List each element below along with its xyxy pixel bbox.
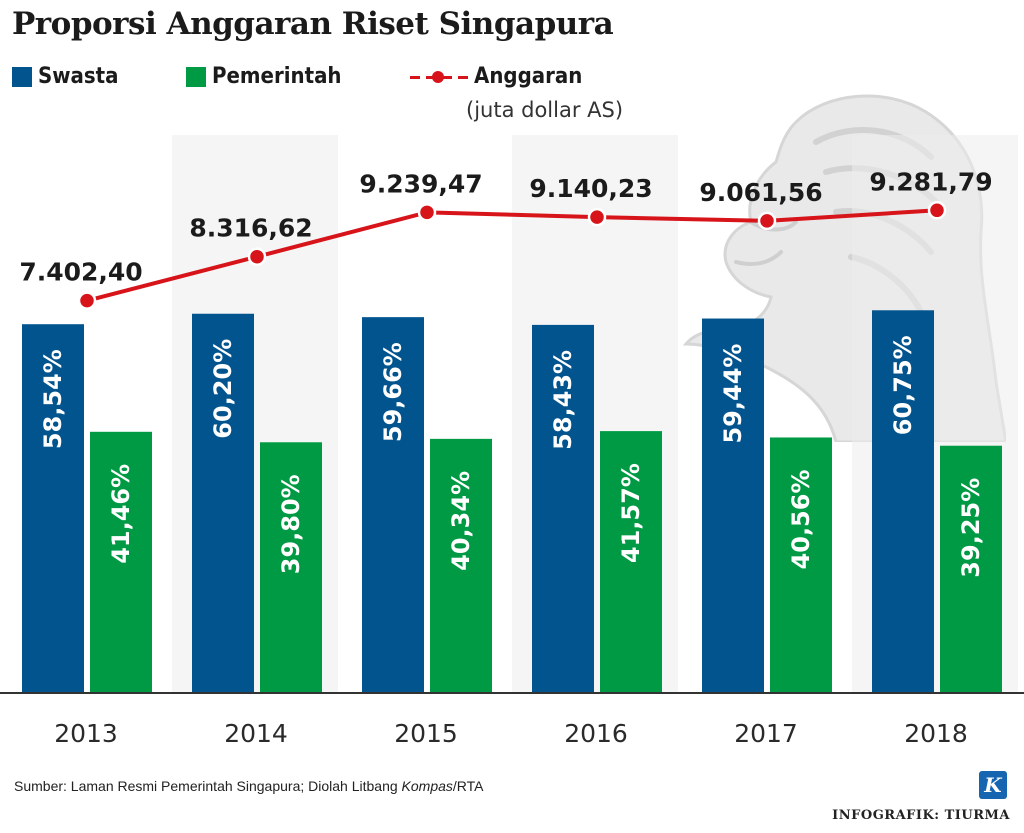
legend-pemerintah: Pemerintah: [186, 64, 342, 89]
bar-pemerintah-2017: [770, 437, 832, 693]
source-suffix: /RTA: [452, 778, 484, 794]
swasta-swatch: [12, 66, 32, 87]
anggaran-label-2015: 9.239,47: [359, 169, 482, 198]
bar-label-pemerintah-2014: 39,80%: [277, 474, 305, 574]
anggaran-label-2014: 8.316,62: [189, 214, 312, 243]
bar-label-pemerintah-2015: 40,34%: [447, 471, 475, 571]
bar-label-pemerintah-2018: 39,25%: [957, 478, 985, 578]
source-prefix: Sumber: Laman Resmi Pemerintah Singapura…: [14, 778, 402, 794]
anggaran-point-2013: [77, 291, 97, 310]
bar-swasta-2016: [532, 324, 594, 693]
anggaran-label-2018: 9.281,79: [869, 167, 992, 196]
anggaran-point-2017: [757, 211, 777, 231]
bar-label-pemerintah-2013: 41,46%: [107, 464, 135, 564]
anggaran-point-2018: [927, 201, 947, 220]
bar-label-swasta-2017: 59,44%: [719, 344, 747, 444]
x-tick-2015: 2015: [394, 719, 458, 748]
legend-anggaran: Anggaran: [410, 64, 582, 89]
bar-swasta-2013: [22, 324, 84, 693]
bar-pemerintah-2016: [600, 431, 662, 693]
bar-label-swasta-2015: 59,66%: [379, 342, 407, 442]
x-tick-2013: 2013: [54, 719, 118, 748]
bar-label-swasta-2016: 58,43%: [549, 350, 577, 450]
legend-swasta: Swasta: [12, 64, 119, 89]
legend-pemerintah-label: Pemerintah: [212, 64, 342, 89]
anggaran-point-2014: [247, 247, 267, 266]
bar-pemerintah-2013: [90, 431, 152, 693]
bar-swasta-2015: [362, 317, 424, 693]
source-note: Sumber: Laman Resmi Pemerintah Singapura…: [14, 778, 484, 794]
anggaran-line-key: [410, 67, 468, 87]
anggaran-label-2016: 9.140,23: [529, 174, 652, 203]
anggaran-line: [86, 208, 938, 303]
bar-swasta-2017: [702, 318, 764, 693]
anggaran-point-2015: [417, 203, 437, 222]
bar-pemerintah-2015: [430, 438, 492, 693]
legend-swasta-label: Swasta: [38, 64, 119, 89]
legend-anggaran-unit: (juta dollar AS): [466, 98, 624, 122]
bar-label-swasta-2014: 60,20%: [209, 339, 237, 439]
x-tick-2014: 2014: [224, 719, 288, 748]
bar-label-pemerintah-2016: 41,57%: [617, 463, 645, 563]
anggaran-label-2013: 7.402,40: [19, 258, 142, 287]
chart-title: Proporsi Anggaran Riset Singapura: [12, 6, 614, 42]
bar-label-swasta-2013: 58,54%: [39, 349, 67, 449]
x-tick-2017: 2017: [734, 719, 798, 748]
pemerintah-swatch: [186, 66, 206, 87]
anggaran-label-2017: 9.061,56: [699, 178, 822, 207]
legend-anggaran-label: Anggaran: [474, 64, 583, 89]
source-italic: Kompas: [401, 778, 453, 794]
bar-label-pemerintah-2017: 40,56%: [787, 469, 815, 569]
bar-swasta-2018: [872, 310, 934, 693]
x-tick-2016: 2016: [564, 719, 628, 748]
bar-swasta-2014: [192, 313, 254, 693]
bar-pemerintah-2018: [940, 445, 1002, 693]
kompas-logo: K: [979, 771, 1007, 799]
anggaran-point-2016: [587, 207, 607, 227]
bar-label-swasta-2018: 60,75%: [889, 335, 917, 435]
bar-pemerintah-2014: [260, 442, 322, 693]
infographic-credit: INFOGRAFIK: TIURMA: [832, 808, 1010, 823]
x-tick-2018: 2018: [904, 719, 968, 748]
